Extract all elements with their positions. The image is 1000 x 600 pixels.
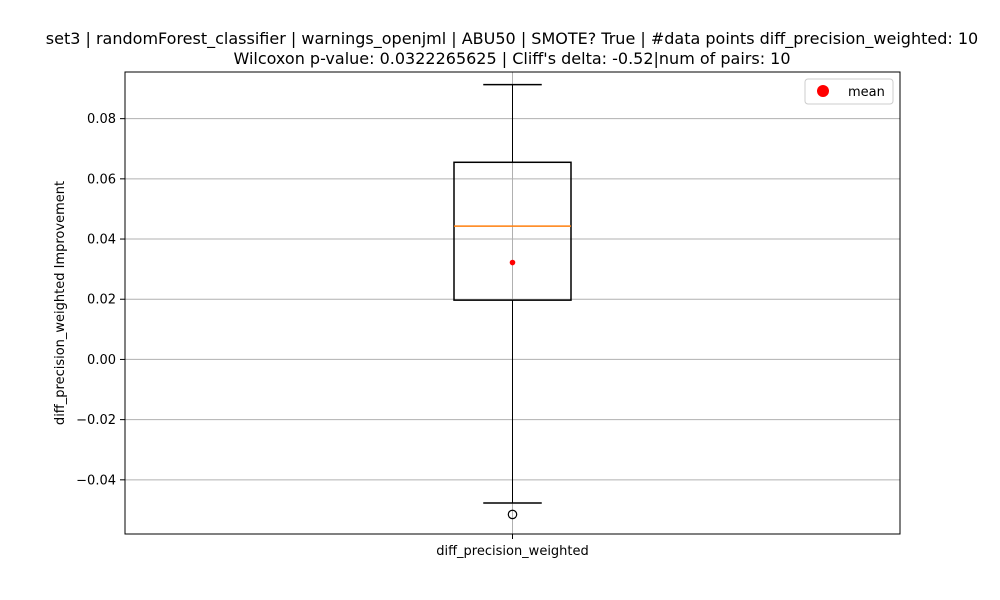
chart-title-line1: set3 | randomForest_classifier | warning…	[46, 29, 978, 49]
y-axis-ticks: −0.04 −0.02 0.00 0.02 0.04 0.06 0.08	[76, 112, 125, 488]
y-tick-label: 0.08	[87, 112, 116, 127]
legend-frame	[804, 78, 894, 105]
chart-title-line2: Wilcoxon p-value: 0.0322265625 | Cliff's…	[233, 49, 790, 68]
y-tick-label: 0.00	[87, 353, 116, 368]
box-plot	[453, 83, 572, 520]
legend-mean-label: mean	[848, 85, 885, 100]
y-axis-label: diff_precision_weighted Improvement	[53, 181, 68, 425]
y-tick-label: −0.02	[76, 413, 116, 428]
outlier-point	[507, 509, 518, 520]
y-tick-label: −0.04	[76, 473, 116, 488]
y-tick-label: 0.06	[87, 172, 116, 187]
y-tick-label: 0.02	[87, 293, 116, 308]
iqr-box	[453, 161, 572, 301]
x-tick-label: diff_precision_weighted	[436, 544, 589, 559]
y-tick-label: 0.04	[87, 233, 116, 248]
legend: mean	[804, 78, 894, 105]
mean-marker	[509, 259, 516, 266]
legend-mean-marker	[817, 85, 829, 97]
